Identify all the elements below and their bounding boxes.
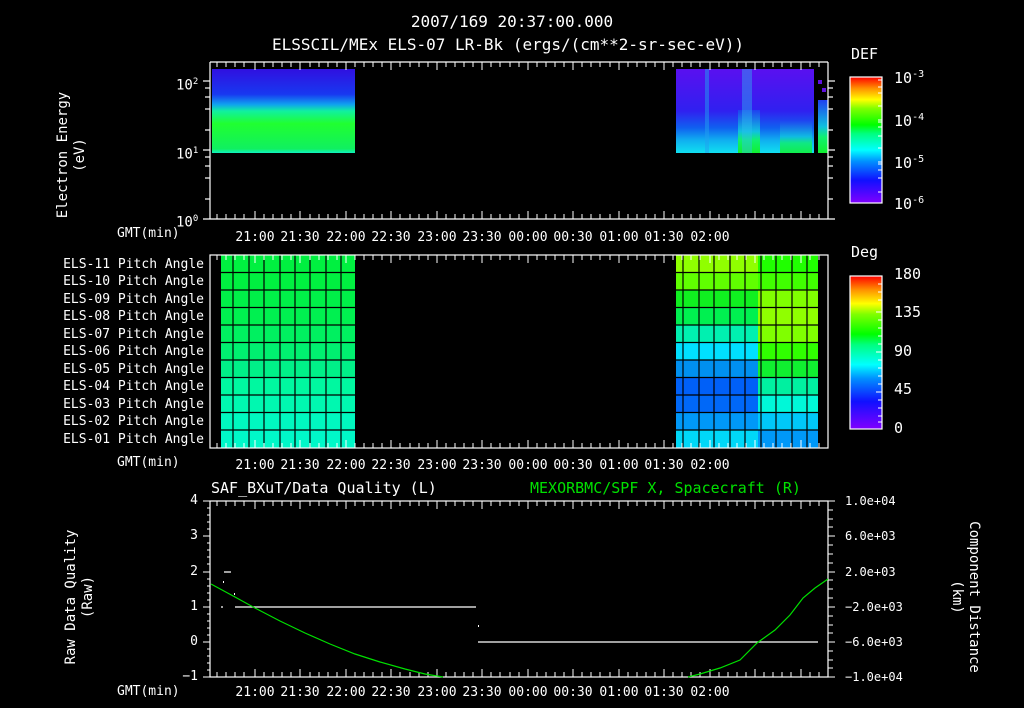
energy-axis-label: Electron Energy (eV) bbox=[55, 91, 88, 219]
component-distance-axis-label: Component Distance (km) bbox=[949, 521, 982, 673]
def-tick-1e-6: 10-6 bbox=[894, 195, 925, 213]
ytick-100: 102 bbox=[176, 77, 199, 94]
pitch-angle-block-2 bbox=[676, 255, 818, 448]
plot-datetime: 2007/169 20:37:00.000 bbox=[410, 12, 614, 31]
def-colorbar bbox=[849, 76, 883, 204]
gmt-label-2: GMT(min) bbox=[117, 455, 180, 470]
plot-title: ELSSCIL/MEx ELS-07 LR-Bk (ergs/(cm**2-sr… bbox=[271, 35, 745, 54]
def-colorbar-title: DEF bbox=[851, 45, 879, 63]
deg-colorbar bbox=[849, 275, 883, 430]
data-quality-series bbox=[221, 571, 818, 643]
pitch-angle-block-1 bbox=[221, 255, 355, 448]
spacecraft-x-series bbox=[210, 578, 829, 678]
ytick-10: 101 bbox=[176, 146, 199, 163]
def-tick-1e-3: 10-3 bbox=[894, 69, 925, 87]
right-series-title: MEXORBMC/SPF X, Spacecraft (R) bbox=[530, 479, 801, 497]
def-tick-1e-5: 10-5 bbox=[894, 154, 925, 172]
gmt-label-3: GMT(min) bbox=[117, 684, 180, 699]
spectrogram-block-1 bbox=[212, 69, 355, 153]
data-quality-axis-label: Raw Data Quality (Raw) bbox=[63, 529, 96, 665]
def-tick-1e-4: 10-4 bbox=[894, 112, 925, 130]
ytick-1: 100 bbox=[176, 214, 199, 231]
left-series-title: SAF_BXuT/Data Quality (L) bbox=[211, 479, 437, 497]
gmt-label-1: GMT(min) bbox=[117, 226, 180, 241]
deg-colorbar-title: Deg bbox=[851, 243, 879, 261]
